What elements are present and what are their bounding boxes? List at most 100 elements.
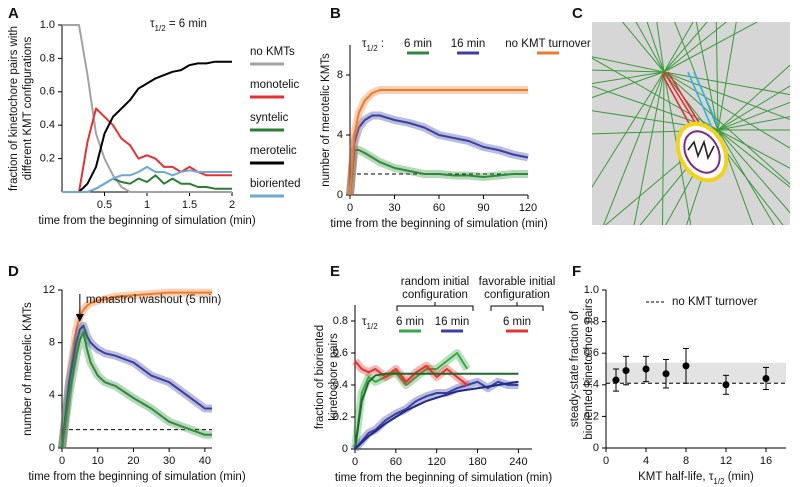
series-line	[62, 165, 232, 193]
y-tick-label: 0.2	[584, 410, 599, 422]
x-axis-label: KMT half-life, τ1/2 (min)	[638, 471, 754, 486]
y-tick-label: 0.6	[40, 86, 55, 98]
x-tick-label: 0	[347, 202, 353, 214]
series-line	[61, 291, 212, 449]
microtubule	[663, 22, 694, 73]
panel-label: A	[8, 5, 19, 22]
legend-title: τ1/2 :	[362, 38, 384, 53]
x-tick-label: 1.5	[182, 199, 197, 211]
annotation: τ1/2 = 6 min	[150, 18, 207, 33]
legend-bracket	[396, 302, 474, 311]
x-tick-label: 8	[683, 455, 689, 467]
point	[682, 362, 690, 370]
legend-label: no KMT turnover	[505, 38, 591, 50]
x-tick-label: 4	[643, 455, 649, 467]
y-tick-label: 1.0	[40, 19, 55, 31]
text-part: = 6 min	[166, 18, 207, 30]
microtubule	[592, 57, 719, 131]
series-line	[61, 324, 212, 449]
microtubule	[592, 71, 665, 99]
y-tick-label: 0.8	[333, 315, 348, 327]
legend-label: 6 min	[396, 316, 424, 328]
series-line	[354, 352, 469, 450]
y-tick-label: 4	[337, 129, 343, 141]
x-tick-label: 90	[477, 202, 489, 214]
legend-label: bioriented	[250, 178, 301, 190]
y-tick-label: 0.2	[333, 411, 348, 423]
series-band	[346, 111, 529, 196]
x-axis-label: time from the beginning of simulation (m…	[335, 472, 552, 484]
panel-label: C	[572, 5, 583, 22]
microtubule	[715, 22, 719, 131]
y-tick-label: 0.4	[333, 379, 348, 391]
panel-label: F	[572, 263, 581, 280]
microtubule	[635, 22, 665, 73]
y-tick-label: 0.4	[40, 119, 55, 131]
legend-label: 16 min	[435, 316, 470, 328]
y-tick-label: 0	[337, 189, 343, 201]
fit-curve	[354, 380, 519, 450]
legend-label: no KMTs	[250, 46, 295, 58]
microtubule	[717, 85, 790, 131]
series-band	[58, 288, 212, 449]
microtubule	[603, 71, 665, 225]
microtubule	[592, 71, 665, 188]
legend-label: no KMT turnover	[672, 296, 758, 308]
legend-label: syntelic	[250, 112, 289, 124]
text-part: 1/2	[155, 24, 167, 33]
microtubule	[717, 129, 754, 225]
x-tick-label: 40	[199, 455, 211, 467]
text-part: τ	[362, 316, 367, 328]
series-line	[349, 89, 528, 196]
microtubule	[717, 129, 790, 188]
text-part: :	[378, 38, 384, 50]
text-part: τ	[150, 18, 155, 30]
legend-label: 16 min	[451, 38, 486, 50]
series-line	[62, 107, 232, 193]
x-tick-label: 10	[92, 455, 104, 467]
y-tick-label: 0.4	[584, 379, 599, 391]
microtubule	[592, 71, 665, 84]
microtubule	[592, 110, 719, 131]
fit-curve	[354, 372, 519, 450]
text-part: 1/2	[367, 44, 379, 53]
y-tick-label: 4	[49, 389, 55, 401]
microtubule	[695, 22, 719, 131]
x-tick-label: 240	[509, 456, 527, 468]
text-part: τ	[362, 38, 367, 50]
text-part: (min)	[725, 471, 755, 483]
microtubule	[663, 71, 692, 225]
legend-group-title: configuration	[402, 289, 468, 301]
legend-label: 6 min	[503, 316, 531, 328]
microtubule	[621, 22, 665, 73]
x-tick-label: 0	[603, 455, 609, 467]
x-axis-label: time from the beginning of simulation (m…	[330, 218, 547, 230]
annotation: monastrol washout (5 min)	[86, 294, 222, 306]
microtubule	[592, 85, 719, 131]
x-tick-label: 16	[760, 455, 772, 467]
y-tick-label: 0	[593, 442, 599, 454]
point	[622, 367, 630, 375]
y-tick-label: 0.2	[40, 153, 55, 165]
point	[762, 374, 770, 382]
point	[662, 370, 670, 378]
x-tick-label: 1	[144, 199, 150, 211]
series-line	[62, 60, 232, 193]
panel-label: D	[8, 263, 19, 280]
y-axis-label: steady-state fraction of	[569, 310, 581, 427]
microtubule	[662, 71, 665, 225]
series-line	[349, 114, 529, 196]
y-axis-label: bioriented kinetochore pairs	[583, 298, 595, 440]
microtubule	[717, 129, 775, 225]
microtubule	[717, 64, 790, 131]
microtubule	[592, 69, 665, 73]
series-band	[346, 86, 528, 196]
series-line	[354, 360, 468, 386]
x-axis-label: time from the beginning of simulation (m…	[28, 471, 245, 483]
x-tick-label: 0	[59, 455, 65, 467]
kinetochore	[675, 121, 729, 183]
y-tick-label: 8	[337, 69, 343, 81]
x-tick-label: 180	[468, 456, 486, 468]
x-tick-label: 2	[229, 199, 235, 211]
